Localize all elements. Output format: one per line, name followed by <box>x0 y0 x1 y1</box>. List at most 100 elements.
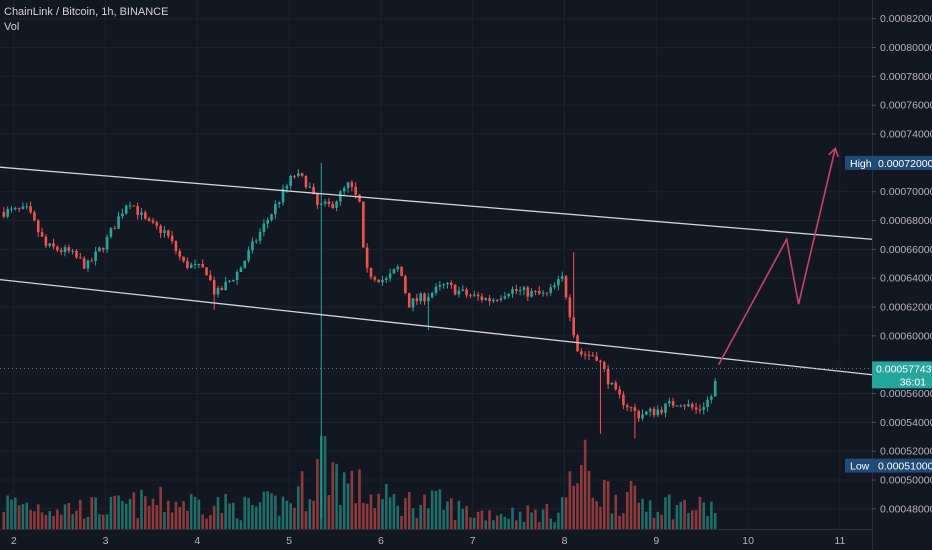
volume-bar <box>694 510 698 529</box>
candle-body <box>461 289 465 291</box>
projection-path[interactable] <box>718 147 839 366</box>
candle-body <box>270 214 273 220</box>
candle-body <box>698 409 702 411</box>
candle-body <box>86 260 90 269</box>
volume-bar <box>511 507 514 529</box>
candle-body <box>515 289 518 291</box>
volume-bar <box>645 511 648 529</box>
marker-value: 0.00051000 <box>878 461 932 473</box>
volume-bar <box>312 500 315 529</box>
candle-body <box>587 354 591 356</box>
volume-bar <box>346 483 350 529</box>
last-price-label: 0.00057743 <box>876 363 932 375</box>
volume-bar <box>690 510 694 529</box>
candle-body <box>82 258 86 269</box>
trendlines[interactable] <box>0 166 873 376</box>
candle-body <box>667 401 671 404</box>
candle-body <box>488 298 491 302</box>
candle-body <box>495 299 499 301</box>
candle-body <box>553 285 556 288</box>
candle-body <box>79 257 82 259</box>
volume-bar <box>564 497 568 529</box>
volume-bar <box>648 500 652 529</box>
candle-body <box>580 351 583 355</box>
price-tick-label: 0.00050000 <box>880 474 932 486</box>
candle-body <box>67 247 71 251</box>
volume-bar <box>503 516 507 529</box>
candle-body <box>319 203 323 205</box>
candle-body <box>205 267 208 276</box>
candle-body <box>258 231 262 241</box>
volume-bar <box>438 489 442 529</box>
candle-body <box>503 296 507 299</box>
volume-bar <box>622 513 625 529</box>
candle-body <box>606 369 610 385</box>
candle-body <box>136 206 139 215</box>
volume-bar <box>209 515 212 529</box>
volume-bar <box>381 498 384 529</box>
candle-body <box>694 407 698 410</box>
volume-bar <box>94 497 97 529</box>
volume-bar <box>545 503 549 529</box>
volume-bar <box>534 509 537 529</box>
candle-body <box>358 194 361 202</box>
candle-body <box>373 277 377 280</box>
candle-body <box>189 264 193 268</box>
time-tick-label: 5 <box>286 535 292 547</box>
volume-bar <box>469 517 472 529</box>
candle-body <box>518 290 522 292</box>
volume-bar <box>151 498 155 529</box>
volume-bar <box>17 505 21 529</box>
volume-bar <box>706 515 709 529</box>
time-tick-label: 10 <box>742 535 754 547</box>
candle-body <box>193 264 197 266</box>
candle-body <box>239 267 243 273</box>
candle-body <box>308 186 312 188</box>
countdown-label: 36:01 <box>900 376 926 388</box>
candle-body <box>266 219 270 224</box>
volume-bar <box>327 495 331 529</box>
candle-body <box>480 296 484 300</box>
candle-body <box>434 286 438 293</box>
volume-bar <box>377 493 380 529</box>
candle-body <box>656 409 660 416</box>
volume-bar <box>553 522 556 529</box>
candle-body <box>377 279 380 283</box>
candle-body <box>602 362 606 370</box>
candle-body <box>274 204 277 215</box>
volume-bar <box>10 499 13 529</box>
candle-body <box>645 411 648 415</box>
volume-bar <box>79 499 82 529</box>
volume-bar <box>186 510 189 529</box>
price-axis[interactable]: 0.00048000 0.00050000 0.00052000 0.00054000… <box>845 0 932 550</box>
volume-bar <box>274 495 277 529</box>
candle-body <box>572 317 575 336</box>
candle-body <box>618 389 621 395</box>
candle-body <box>537 291 541 294</box>
volume-bar <box>625 491 629 529</box>
candle-body <box>404 276 407 294</box>
candle-body <box>13 207 17 209</box>
time-axis[interactable]: 2 3 4 5 6 7 8 9 10 11 <box>0 529 872 550</box>
candle-body <box>98 247 101 252</box>
volume-bar <box>98 514 101 529</box>
time-tick-label: 8 <box>562 535 568 547</box>
volume-bar <box>373 508 377 529</box>
volume-bar <box>606 481 610 529</box>
volume-bar <box>277 515 281 529</box>
candle-body <box>407 293 411 308</box>
candle-body <box>384 278 388 280</box>
candle-body <box>449 282 453 285</box>
candle-body <box>625 405 629 408</box>
volume-bar <box>492 520 495 529</box>
volume-bar <box>549 518 553 529</box>
volume-bar <box>105 514 109 529</box>
volume-bar <box>515 520 518 529</box>
volume-bar <box>671 519 675 529</box>
price-tick-label: 0.00078000 <box>880 71 932 83</box>
volume-bar <box>197 499 201 529</box>
volume-bar <box>358 469 361 529</box>
volume-bar <box>583 439 587 529</box>
volume-bar <box>339 504 342 529</box>
